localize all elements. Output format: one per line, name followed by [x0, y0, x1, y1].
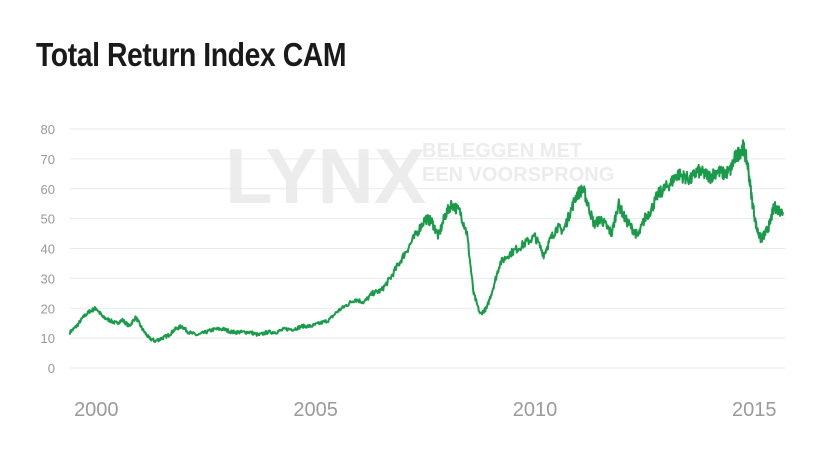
series-line — [69, 139, 784, 344]
x-axis-ticks: 2000 2005 2010 2015 — [74, 399, 776, 421]
x-tick-label: 2005 — [293, 399, 338, 421]
x-tick-label: 2010 — [513, 399, 558, 421]
y-tick-label: 80 — [41, 122, 55, 137]
y-axis-ticks: 0 10 20 30 40 50 60 70 80 — [41, 122, 55, 376]
y-tick-label: 20 — [41, 301, 55, 316]
watermark-logo-text: LYNX — [225, 132, 426, 220]
y-tick-label: 40 — [41, 242, 55, 257]
x-tick-label: 2000 — [74, 399, 119, 421]
x-tick-label: 2015 — [732, 399, 777, 421]
watermark-tagline-2: EEN VOORSPRONG — [422, 164, 614, 186]
watermark-tagline-1: BELEGGEN MET — [422, 140, 582, 162]
y-tick-label: 0 — [48, 361, 55, 376]
lynx-watermark-logo: LYNX BELEGGEN MET EEN VOORSPRONG — [225, 132, 614, 220]
y-tick-label: 30 — [41, 271, 55, 286]
y-tick-label: 50 — [41, 212, 55, 227]
y-tick-label: 60 — [41, 182, 55, 197]
chart-title: Total Return Index CAM — [36, 36, 347, 73]
y-tick-label: 10 — [41, 331, 55, 346]
y-tick-label: 70 — [41, 152, 55, 167]
